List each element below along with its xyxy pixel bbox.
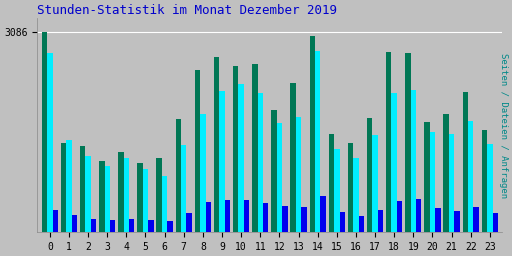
Bar xyxy=(348,143,353,232)
Bar xyxy=(239,84,244,232)
Bar xyxy=(233,66,239,232)
Bar xyxy=(72,215,77,232)
Bar xyxy=(430,132,435,232)
Bar xyxy=(86,156,91,232)
Bar xyxy=(276,123,282,232)
Bar xyxy=(148,220,154,232)
Bar xyxy=(397,201,402,232)
Bar xyxy=(454,211,460,232)
Bar xyxy=(378,210,383,232)
Y-axis label: Seiten / Dateien / Anfragen: Seiten / Dateien / Anfragen xyxy=(499,53,508,198)
Bar xyxy=(91,219,96,232)
Bar xyxy=(181,145,186,232)
Bar xyxy=(482,130,487,232)
Bar xyxy=(468,121,474,232)
Bar xyxy=(214,57,219,232)
Bar xyxy=(301,208,307,232)
Bar xyxy=(167,221,173,232)
Bar xyxy=(53,210,58,232)
Bar xyxy=(367,118,372,232)
Bar xyxy=(462,92,468,232)
Bar xyxy=(392,93,397,232)
Bar xyxy=(493,213,498,232)
Bar xyxy=(176,119,181,232)
Bar xyxy=(200,114,206,232)
Bar xyxy=(47,53,53,232)
Bar xyxy=(162,176,167,232)
Bar xyxy=(143,169,148,232)
Bar xyxy=(329,134,334,232)
Bar xyxy=(80,146,86,232)
Bar xyxy=(104,166,110,232)
Bar xyxy=(443,114,449,232)
Bar xyxy=(290,83,296,232)
Bar xyxy=(129,219,135,232)
Bar xyxy=(282,206,288,232)
Bar xyxy=(487,144,493,232)
Bar xyxy=(310,36,315,232)
Bar xyxy=(339,212,345,232)
Bar xyxy=(334,149,339,232)
Bar xyxy=(315,51,321,232)
Bar xyxy=(411,90,416,232)
Bar xyxy=(252,64,258,232)
Bar xyxy=(353,158,358,232)
Bar xyxy=(61,143,66,232)
Bar xyxy=(118,152,123,232)
Bar xyxy=(258,93,263,232)
Bar xyxy=(435,208,441,232)
Bar xyxy=(474,207,479,232)
Bar xyxy=(195,70,200,232)
Bar xyxy=(263,203,268,232)
Bar xyxy=(66,140,72,232)
Bar xyxy=(99,161,104,232)
Bar xyxy=(186,213,192,232)
Bar xyxy=(386,52,392,232)
Bar xyxy=(321,197,326,232)
Text: Stunden-Statistik im Monat Dezember 2019: Stunden-Statistik im Monat Dezember 2019 xyxy=(37,4,337,17)
Bar xyxy=(137,163,143,232)
Bar xyxy=(110,220,115,232)
Bar xyxy=(157,158,162,232)
Bar xyxy=(405,53,411,232)
Bar xyxy=(372,135,378,232)
Bar xyxy=(424,122,430,232)
Bar xyxy=(41,32,47,232)
Bar xyxy=(449,134,454,232)
Bar xyxy=(206,202,211,232)
Bar xyxy=(225,200,230,232)
Bar xyxy=(358,216,364,232)
Bar xyxy=(123,158,129,232)
Bar xyxy=(271,110,276,232)
Bar xyxy=(296,117,301,232)
Bar xyxy=(244,200,249,232)
Bar xyxy=(416,199,421,232)
Bar xyxy=(219,91,225,232)
